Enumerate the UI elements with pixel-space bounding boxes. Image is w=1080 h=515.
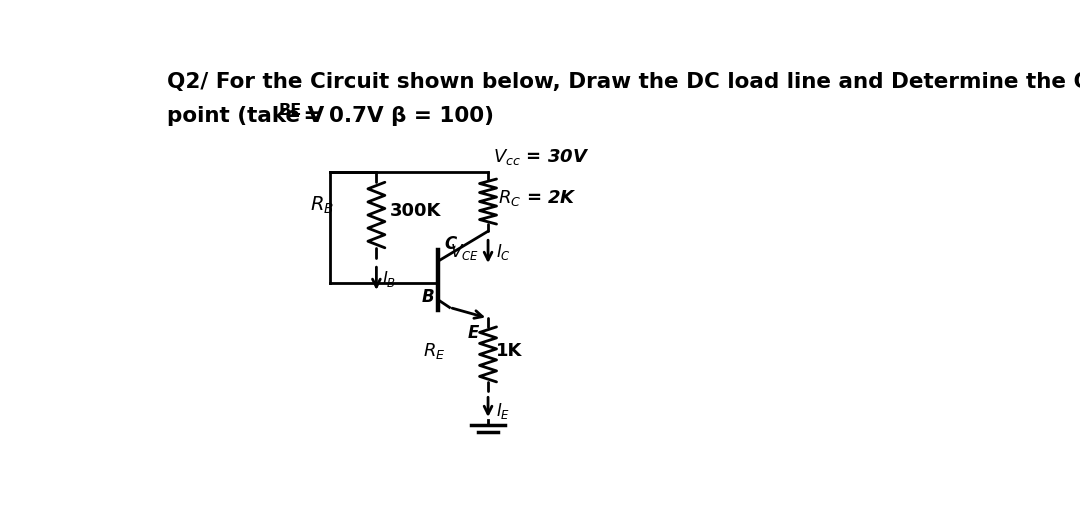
Text: $R_E$: $R_E$ <box>423 340 446 360</box>
Text: $R_B$: $R_B$ <box>310 195 334 216</box>
Text: $V_{cc}$ = 30V: $V_{cc}$ = 30V <box>494 147 590 167</box>
Text: = 0.7V β = 100): = 0.7V β = 100) <box>296 106 495 126</box>
Text: Q2/ For the Circuit shown below, Draw the DC load line and Determine the Q-: Q2/ For the Circuit shown below, Draw th… <box>167 72 1080 92</box>
Text: 1K: 1K <box>496 341 522 359</box>
Text: BE: BE <box>279 103 301 118</box>
Text: $R_C$ = 2K: $R_C$ = 2K <box>498 187 577 208</box>
Text: B: B <box>421 288 434 306</box>
Text: 300K: 300K <box>390 202 442 220</box>
Text: $I_B$: $I_B$ <box>382 268 396 288</box>
Text: $I_E$: $I_E$ <box>496 401 510 421</box>
Text: $I_C$: $I_C$ <box>496 242 511 262</box>
Text: C: C <box>444 235 457 253</box>
Text: E: E <box>468 324 478 342</box>
Text: point (take V: point (take V <box>167 106 324 126</box>
Text: $V_{CE}$: $V_{CE}$ <box>450 242 478 262</box>
